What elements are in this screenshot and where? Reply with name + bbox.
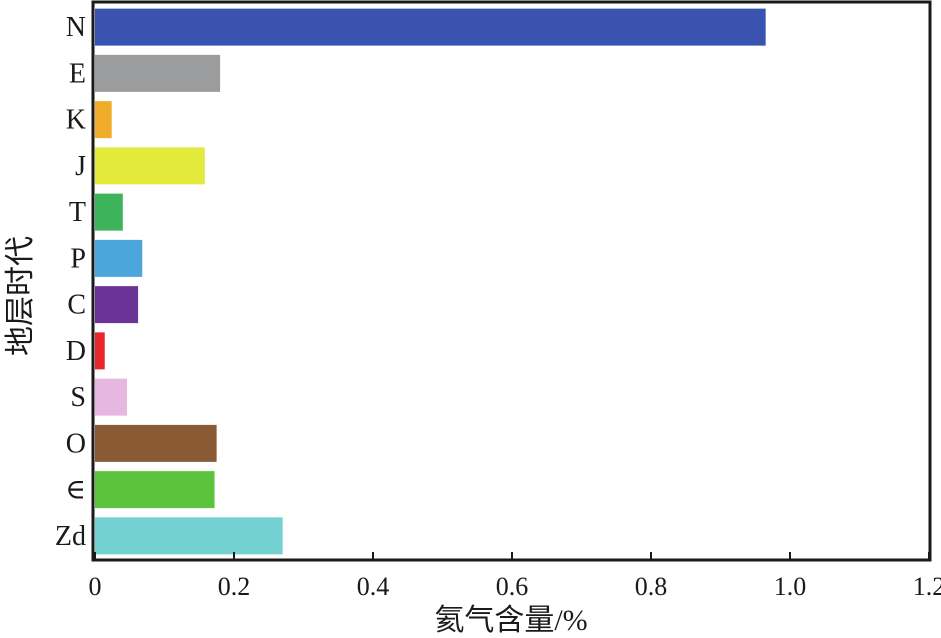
category-label-6: C bbox=[67, 290, 86, 321]
plot-frame bbox=[91, 0, 932, 562]
category-label-0: N bbox=[66, 12, 86, 43]
x-tick-label-6: 1.2 bbox=[913, 572, 941, 601]
category-label-1: E bbox=[69, 58, 86, 89]
x-axis-title: 氦气含量/% bbox=[434, 604, 587, 637]
category-label-8: S bbox=[70, 382, 86, 413]
bar-10 bbox=[95, 471, 215, 509]
category-label-9: O bbox=[66, 428, 86, 459]
bar-9 bbox=[95, 424, 217, 462]
x-tick-label-4: 0.8 bbox=[635, 572, 668, 601]
bar-8 bbox=[95, 378, 127, 416]
bar-0 bbox=[95, 8, 766, 46]
bars-group bbox=[95, 8, 766, 555]
category-label-10: ∈ bbox=[65, 475, 86, 506]
category-label-11: Zd bbox=[55, 521, 86, 552]
category-label-7: D bbox=[66, 336, 86, 367]
x-tick-label-0: 0 bbox=[89, 572, 102, 601]
category-label-3: J bbox=[75, 151, 86, 182]
category-label-2: K bbox=[66, 105, 86, 136]
bar-1 bbox=[95, 54, 221, 92]
bar-3 bbox=[95, 147, 205, 185]
bar-6 bbox=[95, 286, 139, 324]
category-label-4: T bbox=[69, 197, 86, 228]
x-tick-label-1: 0.2 bbox=[218, 572, 251, 601]
bar-4 bbox=[95, 193, 123, 231]
x-tick-label-3: 0.6 bbox=[496, 572, 529, 601]
bar-2 bbox=[95, 101, 112, 139]
bar-5 bbox=[95, 239, 143, 277]
x-tick-label-5: 1.0 bbox=[774, 572, 807, 601]
category-label-5: P bbox=[70, 243, 86, 274]
x-tick-label-2: 0.4 bbox=[357, 572, 390, 601]
bar-7 bbox=[95, 332, 105, 370]
bar-11 bbox=[95, 517, 283, 555]
y-axis-title: 地层时代 bbox=[4, 236, 37, 356]
